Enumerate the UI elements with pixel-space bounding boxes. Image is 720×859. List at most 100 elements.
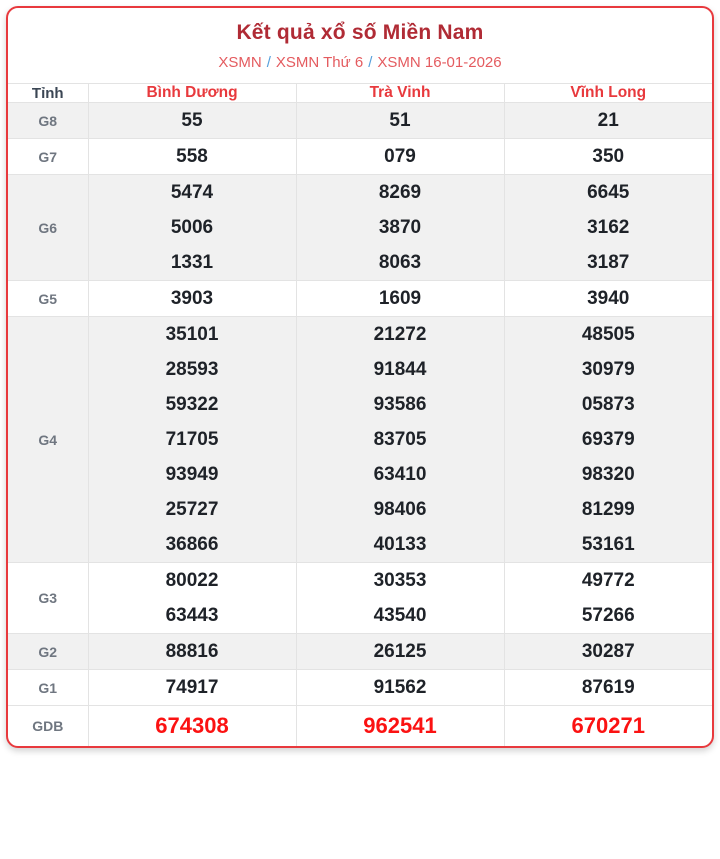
prize-number: 40133 [373,534,427,555]
results-table: Tỉnh Bình Dương Trà Vinh Vĩnh Long G8 55 5… [8,83,712,746]
prize-number: 55 [181,110,203,131]
prize-cell: 91562 [295,669,505,706]
prize-number: 25727 [165,499,219,520]
prize-number: 5006 [170,217,214,238]
prize-cell: 6645 3162 3187 [503,174,712,281]
prize-row-g4: G4 35101 28593 59322 71705 93949 25727 36866 212… [8,316,712,563]
prize-row-g3: G3 80022 63443 30353 43540 49772 57266 [8,562,712,634]
table-header-row: Tỉnh Bình Dương Trà Vinh Vĩnh Long [8,83,712,103]
prize-number: 8269 [378,182,422,203]
prize-number: 98406 [373,499,427,520]
column-header-tra-vinh[interactable]: Trà Vinh [295,83,505,103]
prize-number: 079 [384,146,416,167]
prize-cell: 5474 5006 1331 [87,174,297,281]
prize-number: 63410 [373,464,427,485]
prize-number: 3187 [587,252,630,273]
prize-cell: 8269 3870 8063 [295,174,505,281]
prize-number: 350 [592,146,625,167]
prize-label: G8 [8,102,89,139]
prize-number: 48505 [581,324,635,345]
prize-number: 80022 [165,570,219,591]
page-title: Kết quả xổ số Miền Nam [236,21,484,44]
prize-number: 81299 [581,499,635,520]
prize-label: G3 [8,562,89,634]
prize-number: 91844 [373,359,427,380]
prize-number: 93586 [373,394,427,415]
prize-number: 30287 [581,641,635,662]
prize-cell: 49772 57266 [503,562,712,634]
card-header: Kết quả xổ số Miền Nam XSMN / XSMN Thứ 6/X… [8,8,712,83]
prize-number: 8063 [378,252,422,273]
breadcrumb-link-xsmn[interactable]: XSMN [218,54,262,71]
prize-row-g8: G8 55 51 21 [8,102,712,139]
prize-number: 98320 [581,464,635,485]
prize-cell: 674308 [87,705,297,746]
prize-number: 59322 [165,394,219,415]
prize-number: 28593 [165,359,219,380]
breadcrumb-separator: / [368,54,373,71]
prize-cell: 35101 28593 59322 71705 93949 25727 36866 [87,316,297,563]
column-header-vinh-long[interactable]: Vĩnh Long [503,83,712,103]
prize-row-g5: G5 3903 1609 3940 [8,280,712,317]
prize-number: 674308 [155,713,229,738]
prize-cell: 558 [87,138,297,175]
column-header-province-label: Tỉnh [8,83,89,103]
prize-cell: 21 [503,102,712,139]
prize-row-g2: G2 88816 26125 30287 [8,633,712,670]
prize-row-g6: G6 5474 5006 1331 8269 3870 8063 6645 3162 3187 [8,174,712,281]
prize-label: G2 [8,633,89,670]
prize-label: G4 [8,316,89,563]
breadcrumb: XSMN / XSMN Thứ 6/XSMN 16-01-2026 [16,54,704,72]
prize-number: 3940 [587,288,630,309]
prize-number: 51 [389,110,411,131]
prize-cell: 079 [295,138,505,175]
prize-cell: 30287 [503,633,712,670]
prize-number: 05873 [581,394,635,415]
prize-number: 30353 [373,570,427,591]
prize-number: 3903 [170,288,214,309]
prize-label: G5 [8,280,89,317]
prize-cell: 88816 [87,633,297,670]
prize-number: 26125 [373,641,427,662]
prize-number: 3870 [378,217,422,238]
prize-cell: 30353 43540 [295,562,505,634]
prize-cell: 3940 [503,280,712,317]
prize-cell: 74917 [87,669,297,706]
prize-number: 670271 [571,713,645,738]
prize-number: 93949 [165,464,219,485]
prize-number: 69379 [581,429,635,450]
prize-number: 43540 [373,605,427,626]
prize-label: GDB [8,705,89,746]
prize-number: 5474 [170,182,214,203]
prize-number: 88816 [165,641,219,662]
prize-number: 1331 [170,252,214,273]
prize-cell: 51 [295,102,505,139]
prize-number: 91562 [373,677,427,698]
column-header-binh-duong[interactable]: Bình Dương [87,83,297,103]
prize-number: 74917 [165,677,219,698]
prize-number: 1609 [378,288,422,309]
breadcrumb-link-xsmn-thu6[interactable]: XSMN Thứ 6 [275,54,364,71]
prize-cell: 3903 [87,280,297,317]
prize-number: 3162 [587,217,630,238]
prize-number: 36866 [165,534,219,555]
prize-number: 71705 [165,429,219,450]
prize-number: 30979 [581,359,635,380]
prize-number: 35101 [165,324,219,345]
prize-number: 49772 [581,570,635,591]
prize-cell: 1609 [295,280,505,317]
prize-row-g1: G1 74917 91562 87619 [8,669,712,706]
prize-cell: 26125 [295,633,505,670]
prize-number: 83705 [373,429,427,450]
prize-number: 21272 [373,324,427,345]
breadcrumb-link-xsmn-date[interactable]: XSMN 16-01-2026 [377,54,502,71]
prize-row-g7: G7 558 079 350 [8,138,712,175]
prize-number: 962541 [363,713,437,738]
prize-row-gdb: GDB 674308 962541 670271 [8,705,712,746]
prize-number: 63443 [165,605,219,626]
prize-number: 558 [176,146,208,167]
prize-label: G1 [8,669,89,706]
prize-label: G6 [8,174,89,281]
prize-number: 21 [597,110,619,131]
